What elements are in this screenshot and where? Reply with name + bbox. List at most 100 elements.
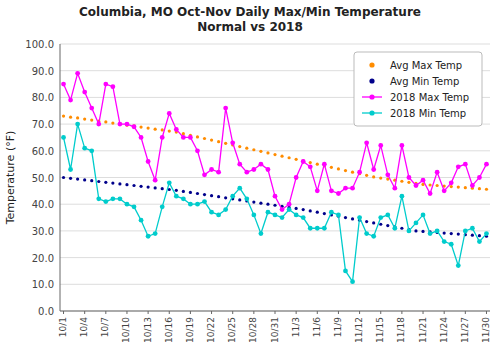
point [125,122,130,127]
point [316,163,319,166]
x-tick [486,311,487,314]
point [316,211,319,214]
point [76,178,79,181]
x-tick-label: 11/24 [439,317,449,343]
x-tick [423,311,424,314]
y-tick-label: 100.0 [25,39,54,50]
grid-line [60,150,490,151]
point [421,178,426,183]
point [62,114,65,117]
point [365,174,368,177]
point [280,155,283,158]
x-tick [359,311,360,314]
point [217,195,220,198]
point [118,196,123,201]
point [259,150,262,153]
point [273,204,276,207]
point [216,212,221,217]
point [364,140,369,145]
point [147,127,150,130]
point [175,189,178,192]
point [110,84,115,89]
y-tick-label: 50.0 [32,173,54,184]
point [350,279,355,284]
point [224,142,227,145]
point [89,148,94,153]
grid-line [60,44,490,45]
point [203,137,206,140]
x-tick [317,311,318,314]
legend-label: Avg Min Temp [390,76,459,87]
point [139,185,142,188]
point [357,170,362,175]
x-tick [232,311,233,314]
point [442,239,447,244]
point [399,194,404,199]
x-tick [338,311,339,314]
y-grid [60,44,490,311]
x-tick-label: 10/28 [248,317,258,343]
point [428,183,431,186]
point [154,186,157,189]
legend-box [354,52,482,126]
point [392,186,397,191]
point [266,210,271,215]
point [132,204,137,209]
x-tick-label: 10/19 [185,317,195,343]
x-tick-label: 11/3 [291,317,301,337]
point [428,231,433,236]
x-tick [275,311,276,314]
point [132,184,135,187]
point [301,215,306,220]
point [344,169,347,172]
x-tick [380,311,381,314]
point [103,82,108,87]
point [62,176,65,179]
point [471,234,474,237]
point [82,146,87,151]
point [168,129,171,132]
point [76,116,79,119]
point [252,200,255,203]
point [478,234,481,237]
point [315,188,320,193]
point [470,183,475,188]
point [139,135,144,140]
point [280,207,285,212]
title-line: Columbia, MO Oct-Nov Daily Max/Min Tempe… [79,5,421,19]
point [407,175,412,180]
point [230,140,235,145]
point [238,198,241,201]
x-tick-label: 11/6 [312,317,322,337]
point [428,191,433,196]
point [478,187,481,190]
point [259,202,262,205]
point [330,166,333,169]
point [351,217,354,220]
legend-label: Avg Max Temp [390,60,462,71]
point [443,231,446,234]
point [237,186,242,191]
point [407,229,412,234]
x-tick [190,311,191,314]
point [407,181,410,184]
point [295,207,298,210]
point [266,203,269,206]
point [118,123,121,126]
point [266,167,271,172]
point [251,212,256,217]
point [450,232,453,235]
point [399,143,404,148]
point [449,180,454,185]
x-tick-label: 11/12 [354,317,364,343]
point [287,202,292,207]
x-tick [105,311,106,314]
point [111,121,114,124]
x-tick [253,311,254,314]
x-tick-label: 11/15 [375,317,385,343]
point [372,175,375,178]
point [378,215,383,220]
title: Columbia, MO Oct-Nov Daily Max/Min Tempe… [79,5,421,34]
point [309,161,312,164]
point [343,269,348,274]
